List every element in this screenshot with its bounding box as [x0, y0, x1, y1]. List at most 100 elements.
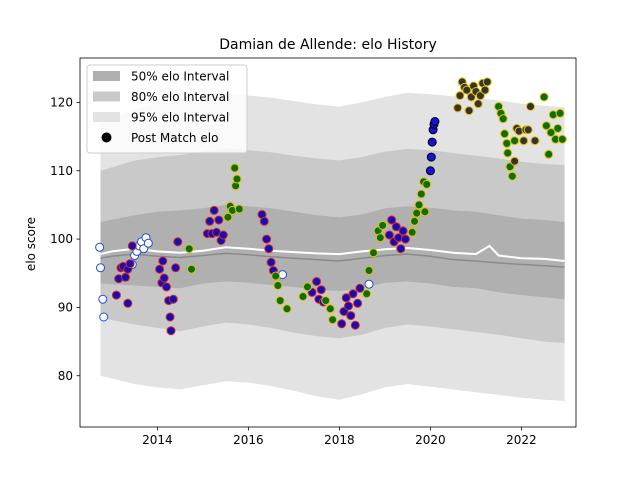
post-match-point — [507, 171, 517, 181]
post-match-point — [462, 85, 472, 95]
match-series-3 — [425, 117, 440, 176]
match-series-4 — [453, 77, 540, 166]
post-match-point — [95, 242, 105, 252]
post-match-point — [111, 290, 121, 300]
post-match-point — [453, 103, 463, 113]
post-match-point — [426, 152, 436, 162]
post-match-point — [162, 282, 171, 292]
post-match-point — [321, 296, 331, 306]
plot-frame — [79, 57, 577, 428]
post-match-point — [464, 106, 474, 116]
post-match-point — [541, 121, 551, 131]
y-axis-label: elo score — [24, 217, 38, 271]
post-match-point — [303, 282, 312, 292]
post-match-point — [553, 123, 563, 133]
post-match-point — [482, 77, 492, 87]
post-match-point — [555, 108, 565, 118]
x-tick-label: 2018 — [324, 433, 355, 447]
post-match-point — [159, 273, 169, 283]
legend: 50% elo Interval 80% elo Interval 95% elo … — [86, 64, 248, 154]
legend-label: Post Match elo — [131, 131, 218, 145]
post-match-point — [205, 216, 215, 226]
post-match-point — [344, 301, 353, 311]
post-match-point — [544, 149, 554, 159]
legend-swatch — [93, 112, 120, 122]
post-match-point — [546, 128, 556, 137]
post-match-point — [375, 233, 385, 243]
post-match-point — [384, 230, 394, 240]
post-match-point — [557, 134, 567, 144]
match-series-2 — [184, 92, 567, 325]
legend-swatch — [93, 71, 120, 81]
post-match-point — [473, 99, 483, 109]
legend-label: 80% elo Interval — [131, 90, 229, 104]
post-match-point — [498, 114, 508, 124]
post-match-point — [158, 256, 168, 266]
post-match-point — [173, 237, 183, 247]
post-match-point — [422, 179, 432, 189]
post-match-point — [430, 117, 440, 126]
post-match-point — [232, 174, 242, 184]
post-match-point — [412, 208, 422, 218]
post-match-point — [275, 296, 285, 306]
legend-box — [86, 64, 248, 154]
post-match-point — [539, 92, 549, 102]
plot-area — [95, 77, 567, 402]
post-match-point — [98, 294, 108, 304]
post-match-point — [168, 294, 178, 304]
post-match-point — [369, 248, 378, 258]
post-match-point — [391, 222, 401, 232]
post-match-point — [123, 298, 133, 308]
post-match-point — [362, 289, 372, 299]
post-match-point — [264, 244, 274, 254]
post-match-point — [348, 289, 358, 299]
post-match-point — [364, 279, 374, 289]
chart-title: Damian de Allende: elo History — [219, 37, 437, 53]
post-match-point — [184, 244, 194, 254]
post-match-point — [121, 272, 130, 282]
legend-label: 50% elo Interval — [131, 70, 229, 84]
post-match-point — [316, 285, 326, 295]
post-match-point — [341, 293, 351, 303]
post-match-point — [530, 136, 540, 146]
median-line — [100, 252, 565, 268]
post-match-point — [398, 226, 408, 236]
post-match-point — [414, 200, 424, 210]
post-match-point — [427, 137, 437, 147]
post-match-point — [337, 319, 347, 329]
post-match-point — [230, 163, 240, 173]
post-match-point — [259, 216, 269, 226]
post-match-point — [510, 156, 520, 166]
post-match-point — [125, 259, 135, 269]
post-match-point — [480, 85, 490, 95]
post-match-point — [166, 326, 176, 336]
post-match-point — [99, 312, 109, 322]
post-match-point — [328, 315, 338, 325]
legend-swatch — [93, 91, 120, 102]
x-tick-label: 2016 — [233, 433, 264, 447]
post-match-point — [223, 212, 233, 222]
post-match-point — [378, 220, 388, 230]
post-match-point — [510, 136, 520, 146]
post-match-point — [387, 215, 397, 225]
post-match-point — [526, 102, 535, 111]
post-match-point — [312, 277, 322, 286]
post-match-point — [502, 138, 512, 148]
y-tick-label: 80 — [58, 369, 73, 383]
post-match-point — [410, 216, 419, 226]
post-match-point — [400, 234, 410, 244]
post-match-point — [271, 271, 281, 281]
post-match-point — [266, 257, 276, 267]
y-tick-label: 100 — [50, 232, 73, 246]
post-match-point — [171, 263, 181, 273]
post-match-point — [282, 304, 292, 314]
post-match-point — [127, 241, 137, 251]
match-series-1 — [111, 205, 410, 336]
post-match-point — [500, 129, 510, 139]
post-match-point — [96, 263, 105, 273]
post-match-point — [353, 298, 363, 308]
post-match-point — [155, 264, 165, 274]
x-tick-label: 2022 — [506, 433, 537, 447]
post-match-point — [425, 166, 435, 176]
